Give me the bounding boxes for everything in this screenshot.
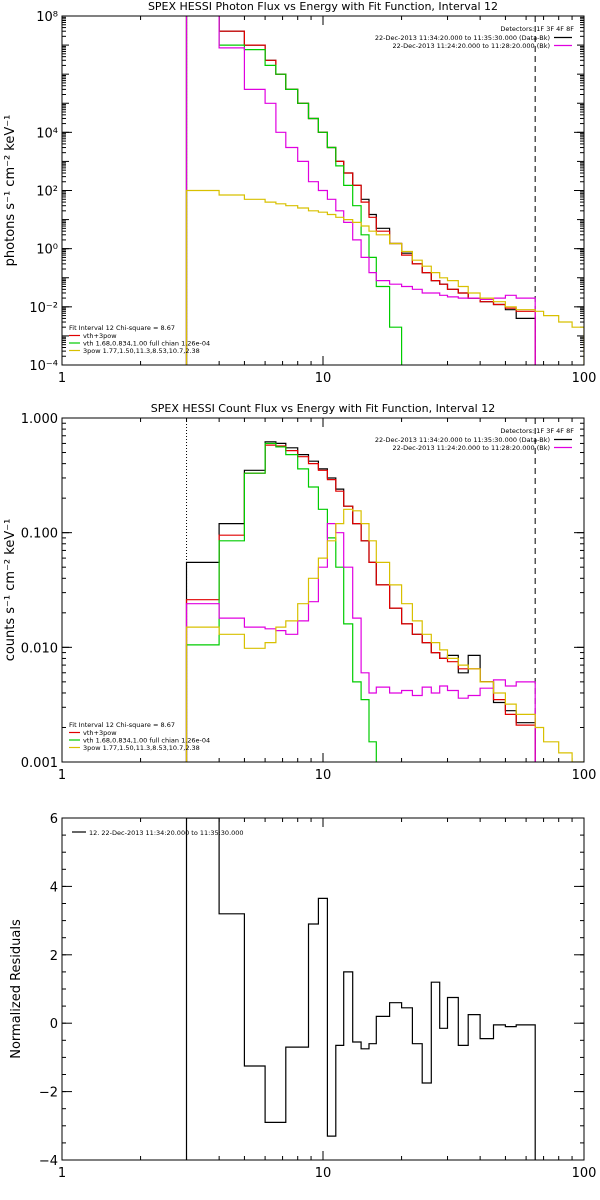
y-tick-label: 10⁰ — [36, 243, 58, 258]
x-tick-label: 1 — [58, 371, 66, 386]
y-axis-label: photons s⁻¹ cm⁻² keV⁻¹ — [3, 115, 18, 267]
y-tick-label: 1.000 — [21, 412, 58, 427]
series-5-line — [185, 189, 584, 365]
x-tick-label: 1 — [58, 1166, 66, 1181]
legend-header: Detectors: 1F 3F 4F 8F — [500, 427, 574, 435]
y-axis-label: Normalized Residuals — [9, 919, 24, 1059]
series-group — [185, 441, 584, 762]
fit-entry: vth 1.68,0.834,1.00 full chian 1.26e-04 — [83, 737, 210, 745]
y-tick-label: 10⁻⁴ — [29, 359, 58, 374]
series-group — [185, 818, 536, 1160]
fit-entry: 3pow 1.77,1.50,11.3,8.53,10.7,2.38 — [83, 744, 200, 752]
plot-frame — [61, 817, 585, 1161]
y-tick-label: 0.001 — [21, 756, 58, 771]
series-group — [185, 16, 584, 365]
x-tick-label: 1 — [58, 768, 66, 783]
x-tick-label: 100 — [572, 768, 597, 783]
fit-entry: 3pow 1.77,1.50,11.3,8.53,10.7,2.38 — [83, 347, 200, 355]
legend-header: Detectors: 1F 3F 4F 8F — [500, 25, 574, 33]
y-tick-label: 2 — [50, 949, 58, 964]
panel-1: SPEX HESSI Photon Flux vs Energy with Fi… — [3, 0, 596, 386]
fit-header: Fit Interval 12 Chi-square = 8.67 — [69, 721, 175, 729]
y-tick-label: −2 — [39, 1086, 58, 1101]
plot-frame — [61, 417, 585, 763]
legend-entry: 22-Dec-2013 11:34:20.000 to 11:35:30.000… — [375, 436, 550, 444]
panel-2: SPEX HESSI Count Flux vs Energy with Fit… — [3, 402, 596, 783]
chart-title: SPEX HESSI Photon Flux vs Energy with Fi… — [148, 0, 498, 13]
plot-frame — [61, 15, 585, 366]
y-tick-label: 10⁴ — [36, 126, 58, 141]
y-tick-label: 0.010 — [21, 641, 58, 656]
y-tick-label: 6 — [50, 812, 58, 827]
y-tick-label: 10⁻² — [29, 301, 58, 316]
y-tick-label: 10² — [36, 185, 58, 200]
fit-entry: vth+3pow — [83, 332, 117, 340]
legend-entry: 12. 22-Dec-2013 11:34:20.000 to 11:35:30… — [89, 829, 244, 837]
x-tick-label: 10 — [315, 371, 332, 386]
series-1-line — [185, 818, 536, 1160]
fit-header: Fit Interval 12 Chi-square = 8.67 — [69, 324, 175, 332]
legend-fit: Fit Interval 12 Chi-square = 8.67vth+3po… — [69, 721, 210, 752]
series-4-line — [185, 16, 536, 365]
y-axis-label: counts s⁻¹ cm⁻² keV⁻¹ — [3, 519, 18, 662]
legend-fit: Fit Interval 12 Chi-square = 8.67vth+3po… — [69, 324, 210, 355]
legend-residuals: 12. 22-Dec-2013 11:34:20.000 to 11:35:30… — [72, 829, 244, 837]
series-3-line — [185, 442, 377, 762]
y-tick-label: −4 — [39, 1154, 58, 1169]
y-tick-label: 10⁸ — [36, 10, 58, 25]
x-tick-label: 100 — [572, 371, 597, 386]
y-tick-label: 0.100 — [21, 527, 58, 542]
x-tick-label: 100 — [572, 1166, 597, 1181]
x-tick-label: 10 — [315, 768, 332, 783]
chart-title: SPEX HESSI Count Flux vs Energy with Fit… — [151, 402, 495, 415]
panel-3: 1 10 100 −4 −2 0 2 4 6 Normalized Residuals 12. 22… — [9, 812, 596, 1181]
series-5-line — [185, 508, 584, 762]
series-4-line — [185, 523, 536, 762]
fit-entry: vth+3pow — [83, 729, 117, 737]
fit-entry: vth 1.68,0.834,1.00 full chian 1.26e-04 — [83, 340, 210, 348]
legend-entry: 22-Dec-2013 11:34:20.000 to 11:35:30.000… — [375, 34, 550, 42]
y-tick-label: 4 — [50, 880, 58, 895]
y-tick-label: 0 — [50, 1017, 58, 1032]
series-3-line — [185, 16, 403, 365]
legend-entry: 22-Dec-2013 11:24:20.000 to 11:28:20.000… — [393, 42, 551, 50]
legend-entry: 22-Dec-2013 11:24:20.000 to 11:28:20.000… — [393, 444, 551, 452]
x-tick-label: 10 — [315, 1166, 332, 1181]
